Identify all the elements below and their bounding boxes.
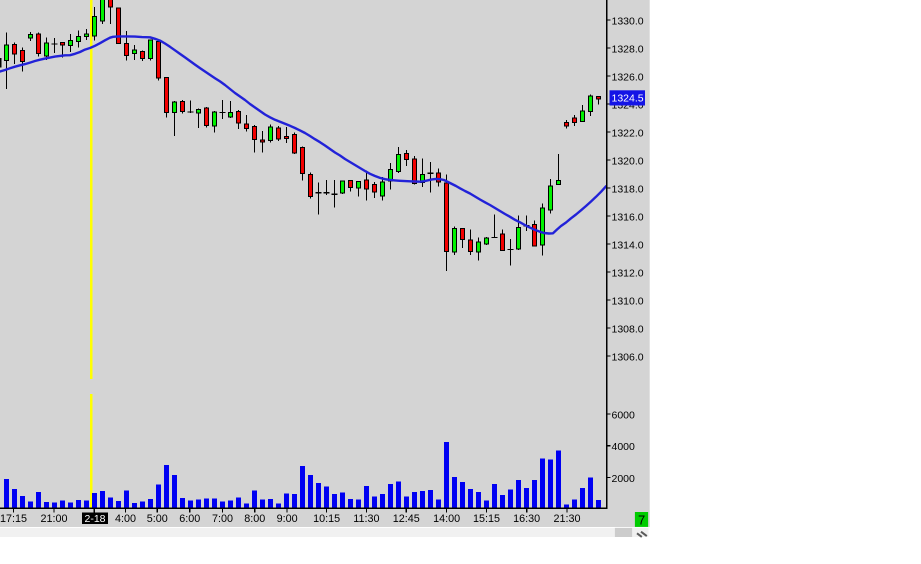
svg-text:7:00: 7:00 [212, 513, 233, 525]
svg-text:1306.0: 1306.0 [612, 351, 644, 363]
svg-text:14:00: 14:00 [433, 513, 460, 525]
svg-text:1308.0: 1308.0 [612, 323, 644, 335]
svg-text:6:00: 6:00 [179, 513, 200, 525]
svg-text:16:30: 16:30 [513, 513, 540, 525]
svg-text:1326.0: 1326.0 [612, 71, 644, 83]
svg-text:1312.0: 1312.0 [612, 267, 644, 279]
svg-text:21:00: 21:00 [40, 513, 67, 525]
svg-text:7: 7 [638, 512, 645, 527]
svg-text:6000: 6000 [612, 409, 636, 421]
svg-text:15:15: 15:15 [473, 513, 500, 525]
svg-text:1320.0: 1320.0 [612, 155, 644, 167]
svg-text:4:00: 4:00 [115, 513, 136, 525]
svg-text:21:30: 21:30 [553, 513, 580, 525]
svg-text:1324.5: 1324.5 [612, 93, 644, 105]
svg-text:12:45: 12:45 [393, 513, 420, 525]
svg-text:8:00: 8:00 [244, 513, 265, 525]
svg-text:5:00: 5:00 [147, 513, 168, 525]
svg-text:9:00: 9:00 [277, 513, 298, 525]
svg-text:1330.0: 1330.0 [612, 15, 644, 27]
svg-text:1322.0: 1322.0 [612, 127, 644, 139]
svg-text:1310.0: 1310.0 [612, 295, 644, 307]
svg-text:2-18: 2-18 [84, 513, 105, 525]
svg-text:1328.0: 1328.0 [612, 43, 644, 55]
svg-text:1318.0: 1318.0 [612, 183, 644, 195]
svg-text:17:15: 17:15 [0, 513, 27, 525]
svg-text:4000: 4000 [612, 441, 636, 453]
svg-text:1316.0: 1316.0 [612, 211, 644, 223]
svg-text:10:15: 10:15 [313, 513, 340, 525]
svg-text:2000: 2000 [612, 473, 636, 485]
svg-text:1314.0: 1314.0 [612, 239, 644, 251]
svg-text:11:30: 11:30 [353, 513, 379, 525]
